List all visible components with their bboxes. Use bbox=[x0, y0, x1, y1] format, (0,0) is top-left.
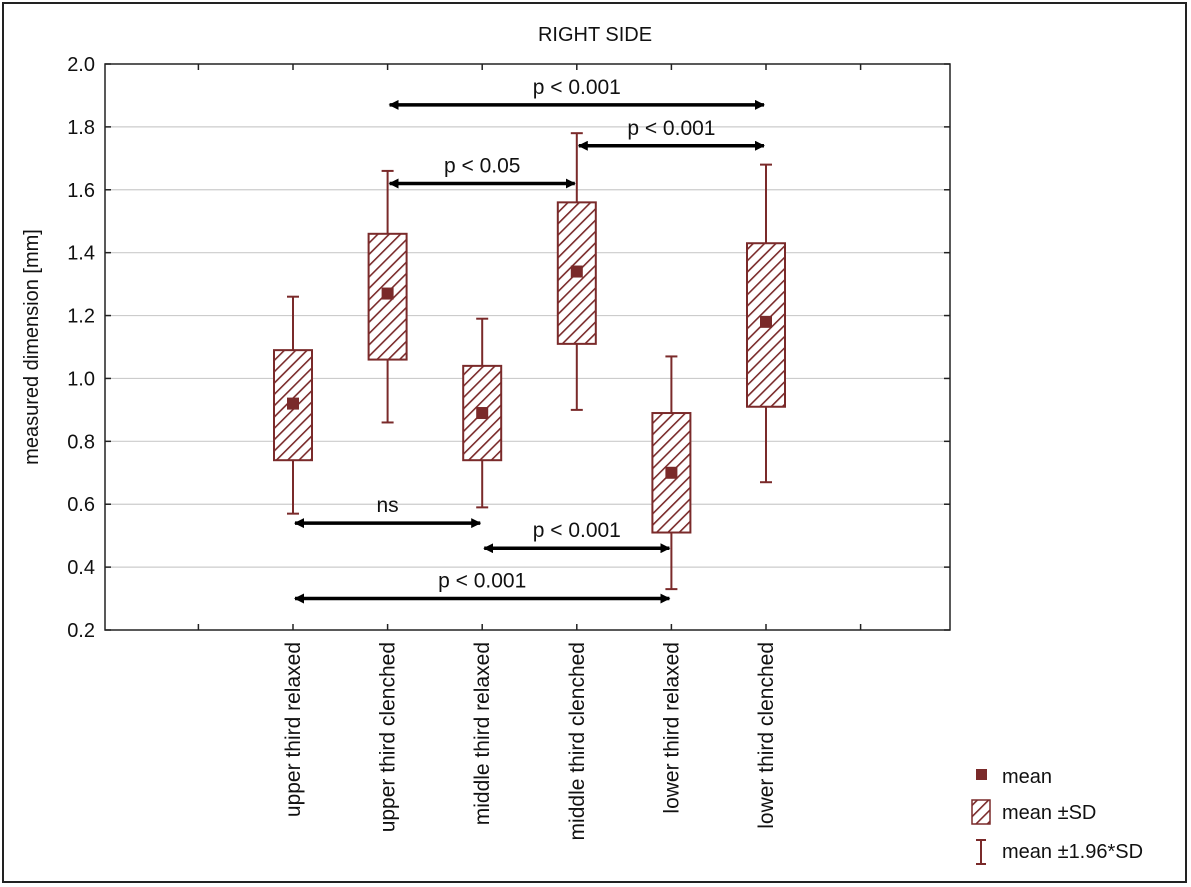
x-axis: upper third relaxed upper third clenched m… bbox=[197, 64, 862, 840]
significance-label: p < 0.05 bbox=[444, 154, 520, 177]
legend-mean-label: mean bbox=[1002, 766, 1052, 788]
y-axis: 0.2 0.4 0.6 0.8 1.0 1.2 1.4 1.6 1.8 2.0 bbox=[67, 54, 950, 642]
legend: mean mean ±SD mean ±1.96*SD bbox=[971, 766, 1143, 865]
sd-boxes bbox=[273, 201, 786, 534]
y-tick-label: 1.4 bbox=[67, 243, 95, 265]
y-tick-label: 0.4 bbox=[67, 557, 95, 579]
chart-title: RIGHT SIDE bbox=[538, 24, 652, 46]
significance-label: p < 0.001 bbox=[627, 117, 715, 140]
mean-marker bbox=[760, 315, 772, 328]
legend-sd-swatch bbox=[971, 799, 991, 825]
x-tick-label: upper third clenched bbox=[377, 642, 400, 832]
mean-marker bbox=[665, 466, 678, 479]
significance-label: p < 0.001 bbox=[533, 519, 621, 542]
significance-label: ns bbox=[377, 494, 399, 517]
y-tick-label: 1.0 bbox=[67, 368, 95, 390]
y-axis-label: measured dimension [mm] bbox=[21, 229, 43, 465]
y-tick-label: 2.0 bbox=[67, 54, 95, 76]
x-tick-label: lower third relaxed bbox=[660, 642, 683, 814]
mean-marker bbox=[381, 287, 394, 300]
x-tick-label: lower third clenched bbox=[755, 642, 778, 829]
y-tick-label: 0.6 bbox=[67, 494, 95, 516]
x-tick-label: middle third clenched bbox=[566, 642, 589, 840]
mean-marker bbox=[570, 265, 583, 278]
mean-markers bbox=[287, 265, 772, 479]
y-tick-label: 1.6 bbox=[67, 180, 95, 202]
legend-whisker-label: mean ±1.96*SD bbox=[1002, 841, 1143, 863]
y-tick-label: 1.2 bbox=[67, 306, 95, 328]
legend-whisker-swatch bbox=[976, 839, 986, 865]
whiskers bbox=[287, 132, 772, 591]
x-tick-label: middle third relaxed bbox=[471, 642, 494, 825]
significance-annotations: p < 0.001 p < 0.001 p < 0.05 ns p < 0.001 p <… bbox=[294, 76, 765, 604]
grid-lines bbox=[105, 126, 950, 568]
mean-marker bbox=[476, 407, 489, 420]
legend-mean-swatch bbox=[976, 769, 987, 780]
mean-marker bbox=[287, 397, 299, 410]
significance-label: p < 0.001 bbox=[533, 76, 621, 99]
y-tick-label: 0.8 bbox=[67, 431, 95, 453]
y-tick-label: 0.2 bbox=[67, 620, 95, 642]
plot-area-border bbox=[104, 63, 951, 631]
legend-sd-label: mean ±SD bbox=[1002, 802, 1096, 824]
y-tick-label: 1.8 bbox=[67, 117, 95, 139]
significance-label: p < 0.001 bbox=[438, 570, 526, 593]
x-tick-label: upper third relaxed bbox=[282, 642, 305, 817]
